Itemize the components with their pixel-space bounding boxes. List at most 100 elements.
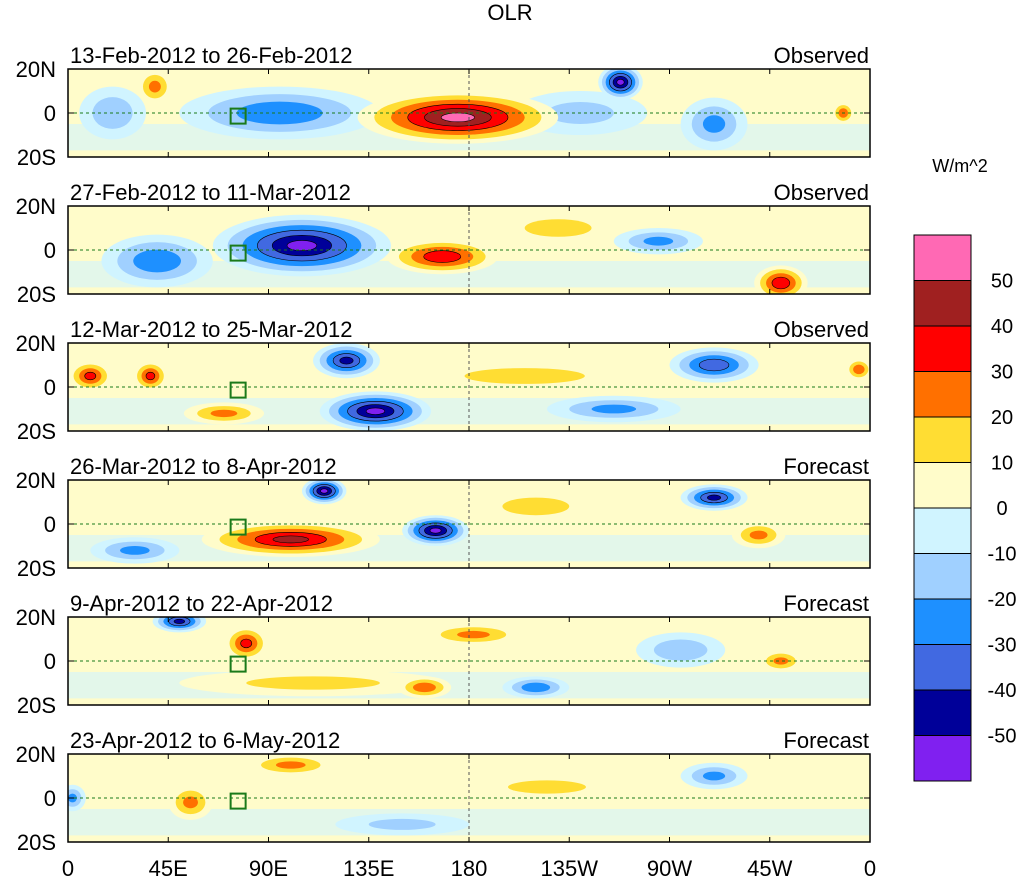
region-box [229, 107, 247, 125]
panel-kind-label: Forecast [783, 591, 869, 616]
colorbar-swatch [913, 416, 972, 463]
lon-tick-label: 180 [451, 856, 488, 881]
contour-fill [286, 240, 318, 252]
panel-period-label: 26-Mar-2012 to 8-Apr-2012 [70, 454, 337, 479]
contour-fill [507, 780, 586, 794]
lat-tick-label: 20S [17, 145, 56, 170]
contour-fill [173, 618, 186, 624]
panel-map-1 [68, 69, 870, 157]
lat-tick-label: 20S [17, 830, 56, 855]
region-box [229, 381, 247, 399]
colorbar-label: -30 [988, 635, 1017, 657]
lat-tick-label: 20N [16, 57, 56, 82]
panel-map-3 [68, 343, 870, 431]
contour-fill [502, 497, 570, 516]
contour-fill [368, 818, 436, 830]
colorbar-swatch [913, 689, 972, 736]
contour-fill [773, 657, 789, 665]
lon-tick-label: 135W [541, 856, 599, 881]
colorbar-label: 50 [991, 271, 1013, 293]
panel-period-label: 27-Feb-2012 to 11-Mar-2012 [70, 180, 351, 205]
colorbar-units: W/m^2 [932, 156, 987, 176]
panel-kind-label: Forecast [783, 728, 869, 753]
contour-fill [365, 407, 386, 415]
panel-period-label: 9-Apr-2012 to 22-Apr-2012 [70, 591, 333, 616]
lat-tick-label: 20S [17, 282, 56, 307]
region-box [229, 244, 247, 262]
contour-fill [643, 236, 674, 246]
lon-tick-label: 0 [62, 856, 74, 881]
contour-fill [707, 494, 722, 501]
panel-period-label: 12-Mar-2012 to 25-Mar-2012 [70, 317, 352, 342]
region-box [229, 518, 247, 536]
lon-tick-label: 90W [647, 856, 692, 881]
contour-fill [616, 78, 625, 86]
contour-fill [246, 676, 380, 690]
colorbar-label: 0 [996, 498, 1007, 520]
colorbar-label: 20 [991, 407, 1013, 429]
contour-fill [84, 371, 97, 381]
lat-tick-label: 0 [44, 375, 56, 400]
contour-fill [749, 530, 768, 540]
panel-kind-label: Observed [774, 180, 869, 205]
colorbar-swatch [913, 644, 972, 691]
contour-fill [853, 364, 865, 375]
contour-fill [320, 488, 329, 494]
panel-kind-label: Observed [774, 317, 869, 342]
contour-fill [183, 796, 198, 809]
region-box [229, 655, 247, 673]
panel-period-label: 13-Feb-2012 to 26-Feb-2012 [70, 43, 353, 68]
colorbar-swatch [913, 280, 972, 327]
lat-tick-label: 0 [44, 238, 56, 263]
chart-title: OLR [487, 0, 532, 25]
lat-tick-label: 0 [44, 786, 56, 811]
contour-fill [591, 404, 637, 414]
colorbar-swatch [913, 553, 972, 600]
colorbar-label: -20 [988, 589, 1017, 611]
contour-fill [412, 682, 436, 693]
lon-tick-label: 45E [149, 856, 188, 881]
lat-tick-label: 20N [16, 194, 56, 219]
contour-fill [653, 639, 708, 661]
colorbar-label: 10 [991, 453, 1013, 475]
contour-fill [272, 535, 309, 544]
contour-fill [339, 356, 354, 365]
colorbar-swatch [913, 325, 972, 372]
lon-tick-label: 135E [343, 856, 394, 881]
panel-map-5 [68, 617, 870, 705]
contour-fill [423, 250, 462, 263]
contour-fill [702, 771, 726, 781]
lon-tick-label: 0 [864, 856, 876, 881]
contour-fill [429, 527, 442, 534]
colorbar-swatch [913, 735, 972, 782]
lat-tick-label: 0 [44, 512, 56, 537]
colorbar-swatch [913, 462, 972, 509]
contour-fill [148, 80, 161, 93]
panel-map-6 [68, 754, 870, 842]
lat-tick-label: 20N [16, 605, 56, 630]
lat-tick-label: 20S [17, 693, 56, 718]
lon-tick-label: 90E [249, 856, 288, 881]
lon-tick-label: 45W [747, 856, 792, 881]
colorbar-label: -10 [988, 544, 1017, 566]
panel-map-4 [68, 480, 870, 568]
contour-fill [210, 409, 238, 418]
contour-fill [771, 276, 791, 290]
colorbar-label: 40 [991, 316, 1013, 338]
contour-fill [440, 112, 475, 123]
lat-tick-label: 20S [17, 556, 56, 581]
contour-fill [119, 546, 150, 555]
contour-fill [702, 115, 726, 133]
contour-fill [133, 249, 181, 273]
colorbar-label: -50 [988, 726, 1017, 748]
contour-fill [457, 630, 490, 639]
panel-kind-label: Observed [774, 43, 869, 68]
contour-fill [524, 219, 592, 237]
contour-fill [275, 761, 306, 769]
colorbar-swatch [913, 371, 972, 418]
contour-fill [145, 371, 156, 381]
colorbar-swatch [913, 598, 972, 645]
contour-fill [698, 358, 730, 372]
contour-fill [521, 682, 551, 693]
colorbar-swatch [913, 234, 972, 281]
